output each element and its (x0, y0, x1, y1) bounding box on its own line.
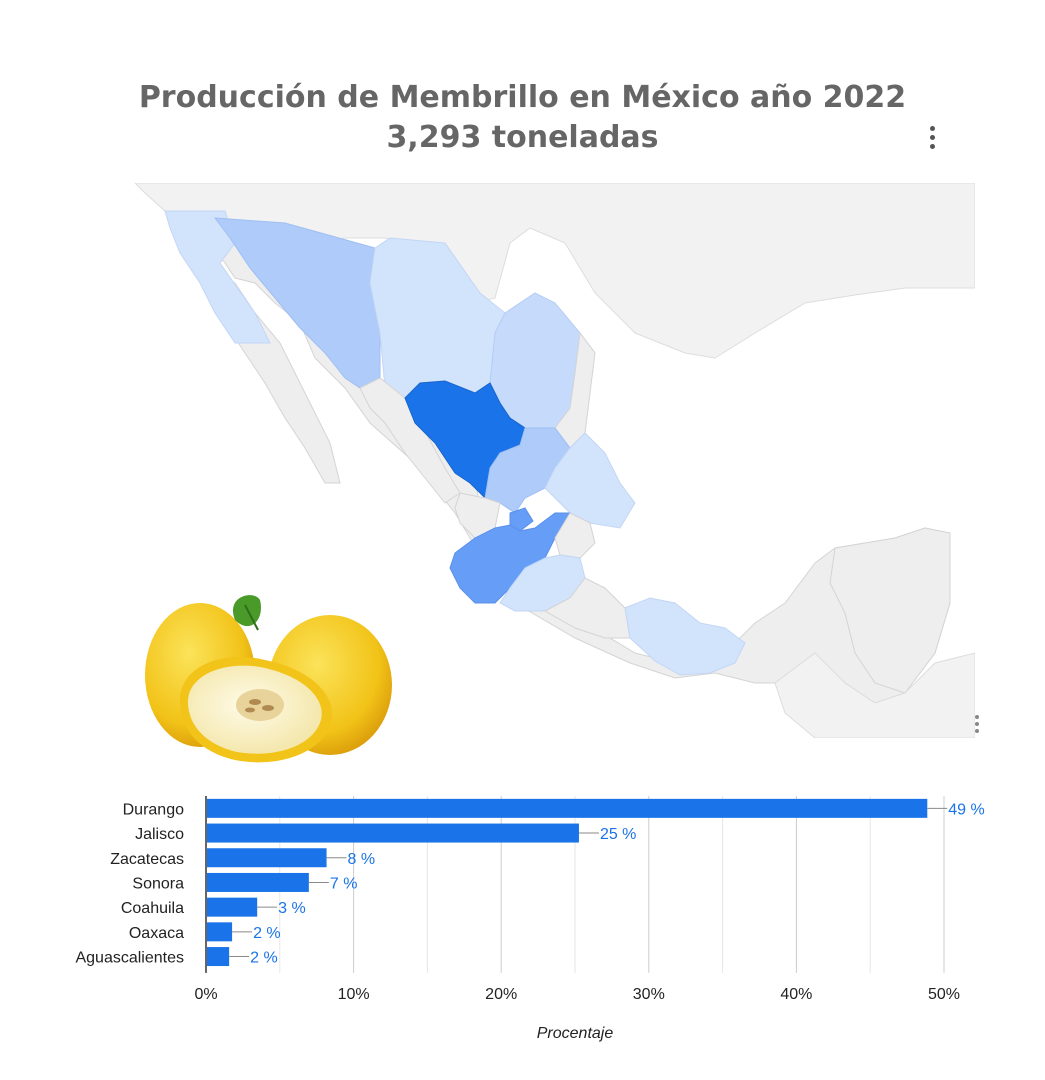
map-sinaloa (359, 377, 461, 504)
bar[interactable] (207, 848, 327, 868)
category-label: Oaxaca (129, 925, 184, 942)
map-oaxaca (624, 597, 746, 676)
category-label: Durango (123, 801, 184, 818)
x-axis-label: Procentaje (537, 1025, 614, 1042)
grid-layer (205, 796, 945, 973)
data-label: 49 % (948, 801, 984, 818)
chart-title: Producción de Membrillo en México año 20… (0, 78, 1045, 158)
quince-fruit-image (145, 595, 392, 763)
data-label: 2 % (253, 925, 281, 942)
title-line-2: 3,293 toneladas (386, 120, 659, 155)
bar-chart: 0% 10% 20% 30% 40% 50% Durango 49 % Jalisco 25 % Z… (75, 796, 985, 1042)
x-tick-label: 0% (194, 986, 217, 1003)
x-tick-label: 40% (780, 986, 812, 1003)
category-label: Zacatecas (110, 851, 184, 868)
map-central-america (774, 652, 975, 738)
mexico-map (115, 183, 975, 738)
bar[interactable] (207, 872, 309, 892)
data-label: 25 % (600, 826, 636, 843)
data-label: 8 % (348, 851, 376, 868)
x-tick-label: 30% (633, 986, 665, 1003)
data-label: 3 % (278, 900, 306, 917)
title-line-1: Producción de Membrillo en México año 20… (138, 80, 907, 115)
labels-layer: 0% 10% 20% 30% 40% 50% Durango 49 % Jalisco 25 % Z… (75, 801, 984, 1003)
more-options-icon[interactable] (926, 126, 938, 149)
category-label: Coahuila (121, 900, 184, 917)
x-tick-label: 50% (928, 986, 960, 1003)
bar[interactable] (207, 947, 230, 967)
map-san-luis-potosi (544, 432, 636, 529)
category-label: Jalisco (135, 826, 184, 843)
data-label: 7 % (330, 875, 358, 892)
map-yucatan (829, 527, 951, 694)
bar[interactable] (207, 922, 233, 942)
bar[interactable] (207, 897, 258, 917)
data-label: 2 % (250, 950, 278, 967)
category-label: Sonora (132, 875, 184, 892)
bar[interactable] (207, 823, 579, 843)
x-tick-label: 20% (485, 986, 517, 1003)
map-aguascalientes (509, 507, 534, 532)
bar[interactable] (207, 798, 928, 818)
map-options-icon[interactable] (971, 715, 983, 733)
bars-layer (207, 798, 928, 967)
x-tick-label: 10% (338, 986, 370, 1003)
category-label: Aguascalientes (75, 950, 184, 967)
